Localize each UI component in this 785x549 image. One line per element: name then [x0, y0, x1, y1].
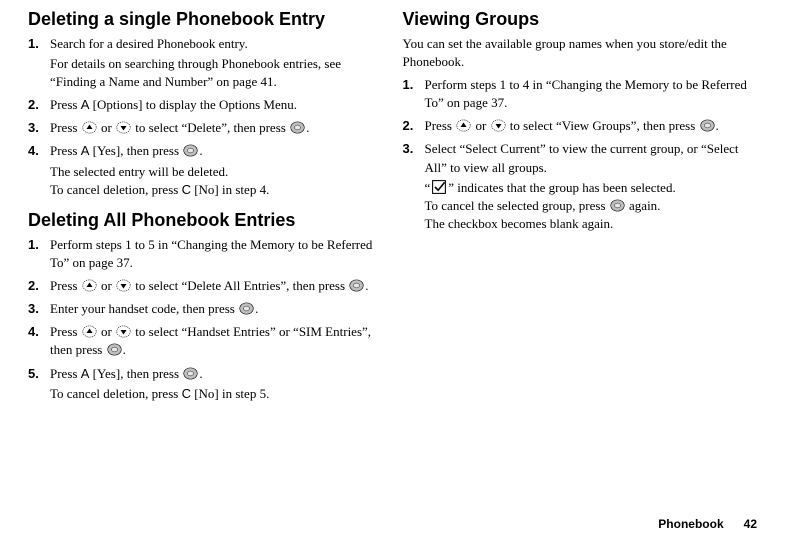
step-number: 1.	[28, 236, 39, 254]
checkbox-selected-icon	[431, 179, 447, 195]
step-number: 3.	[28, 300, 39, 318]
step-item: 1. Perform steps 1 to 4 in “Changing the …	[403, 76, 758, 112]
step-body: Search for a desired Phonebook entry.	[50, 36, 248, 51]
ok-key-icon	[349, 278, 364, 293]
step-subtext: To cancel deletion, press C [No] in step…	[50, 385, 383, 403]
up-arrow-key-icon	[82, 278, 97, 293]
footer-label: Phonebook	[658, 517, 723, 531]
step-body: Press or to select “View Groups”, then p…	[425, 118, 719, 133]
step-item: 1. Perform steps 1 to 5 in “Changing the …	[28, 236, 383, 272]
intro-text-viewing-groups: You can set the available group names wh…	[403, 35, 758, 71]
step-number: 4.	[28, 142, 39, 160]
page-footer: Phonebook 42	[658, 517, 757, 531]
steps-delete-all: 1. Perform steps 1 to 5 in “Changing the …	[28, 236, 383, 404]
ok-key-icon	[183, 143, 198, 158]
down-arrow-key-icon	[116, 324, 131, 339]
softkey-c-icon: C	[182, 386, 191, 401]
down-arrow-key-icon	[116, 120, 131, 135]
right-column: Viewing Groups You can set the available…	[403, 8, 758, 408]
ok-key-icon	[183, 366, 198, 381]
section-heading-delete-single: Deleting a single Phonebook Entry	[28, 8, 383, 31]
ok-key-icon	[239, 301, 254, 316]
step-item: 2. Press or to select “Delete All Entries…	[28, 277, 383, 295]
down-arrow-key-icon	[491, 118, 506, 133]
up-arrow-key-icon	[456, 118, 471, 133]
step-body: Press A [Options] to display the Options…	[50, 97, 297, 112]
step-number: 4.	[28, 323, 39, 341]
step-item: 5. Press A [Yes], then press . To cancel d…	[28, 365, 383, 403]
step-item: 3. Enter your handset code, then press .	[28, 300, 383, 318]
step-body: Enter your handset code, then press .	[50, 301, 258, 316]
step-item: 3. Press or to select “Delete”, then pres…	[28, 119, 383, 137]
step-number: 2.	[28, 96, 39, 114]
step-number: 2.	[403, 117, 414, 135]
step-item: 3. Select “Select Current” to view the cu…	[403, 140, 758, 233]
step-body: Press A [Yes], then press .	[50, 143, 203, 158]
step-number: 3.	[403, 140, 414, 158]
step-item: 2. Press or to select “View Groups”, then…	[403, 117, 758, 135]
softkey-a-icon: A	[81, 143, 90, 158]
steps-delete-single: 1. Search for a desired Phonebook entry. F…	[28, 35, 383, 200]
step-subtext: “” indicates that the group has been sel…	[425, 179, 758, 234]
step-number: 2.	[28, 277, 39, 295]
down-arrow-key-icon	[116, 278, 131, 293]
step-body: Perform steps 1 to 4 in “Changing the Me…	[425, 77, 747, 110]
step-body: Select “Select Current” to view the curr…	[425, 141, 739, 174]
softkey-a-icon: A	[81, 97, 90, 112]
up-arrow-key-icon	[82, 120, 97, 135]
step-subtext: The selected entry will be deleted.To ca…	[50, 163, 383, 199]
step-body: Press or to select “Delete”, then press …	[50, 120, 309, 135]
up-arrow-key-icon	[82, 324, 97, 339]
step-number: 3.	[28, 119, 39, 137]
ok-key-icon	[290, 120, 305, 135]
step-item: 1. Search for a desired Phonebook entry. F…	[28, 35, 383, 92]
step-body: Press A [Yes], then press .	[50, 366, 203, 381]
ok-key-icon	[107, 342, 122, 357]
step-number: 1.	[403, 76, 414, 94]
section-heading-delete-all: Deleting All Phonebook Entries	[28, 209, 383, 232]
softkey-a-icon: A	[81, 366, 90, 381]
left-column: Deleting a single Phonebook Entry 1. Sear…	[28, 8, 383, 408]
step-item: 4. Press A [Yes], then press . The selecte…	[28, 142, 383, 199]
softkey-c-icon: C	[182, 182, 191, 197]
section-heading-viewing-groups: Viewing Groups	[403, 8, 758, 31]
step-body: Press or to select “Handset Entries” or …	[50, 324, 371, 357]
step-body: Perform steps 1 to 5 in “Changing the Me…	[50, 237, 372, 270]
page-content: Deleting a single Phonebook Entry 1. Sear…	[0, 0, 785, 408]
step-body: Press or to select “Delete All Entries”,…	[50, 278, 369, 293]
ok-key-icon	[700, 118, 715, 133]
ok-key-icon	[610, 198, 625, 213]
step-item: 4. Press or to select “Handset Entries” o…	[28, 323, 383, 359]
steps-viewing-groups: 1. Perform steps 1 to 4 in “Changing the …	[403, 76, 758, 234]
step-subtext: For details on searching through Phonebo…	[50, 55, 383, 91]
footer-page-number: 42	[744, 517, 757, 531]
step-item: 2. Press A [Options] to display the Optio…	[28, 96, 383, 114]
step-number: 5.	[28, 365, 39, 383]
step-number: 1.	[28, 35, 39, 53]
